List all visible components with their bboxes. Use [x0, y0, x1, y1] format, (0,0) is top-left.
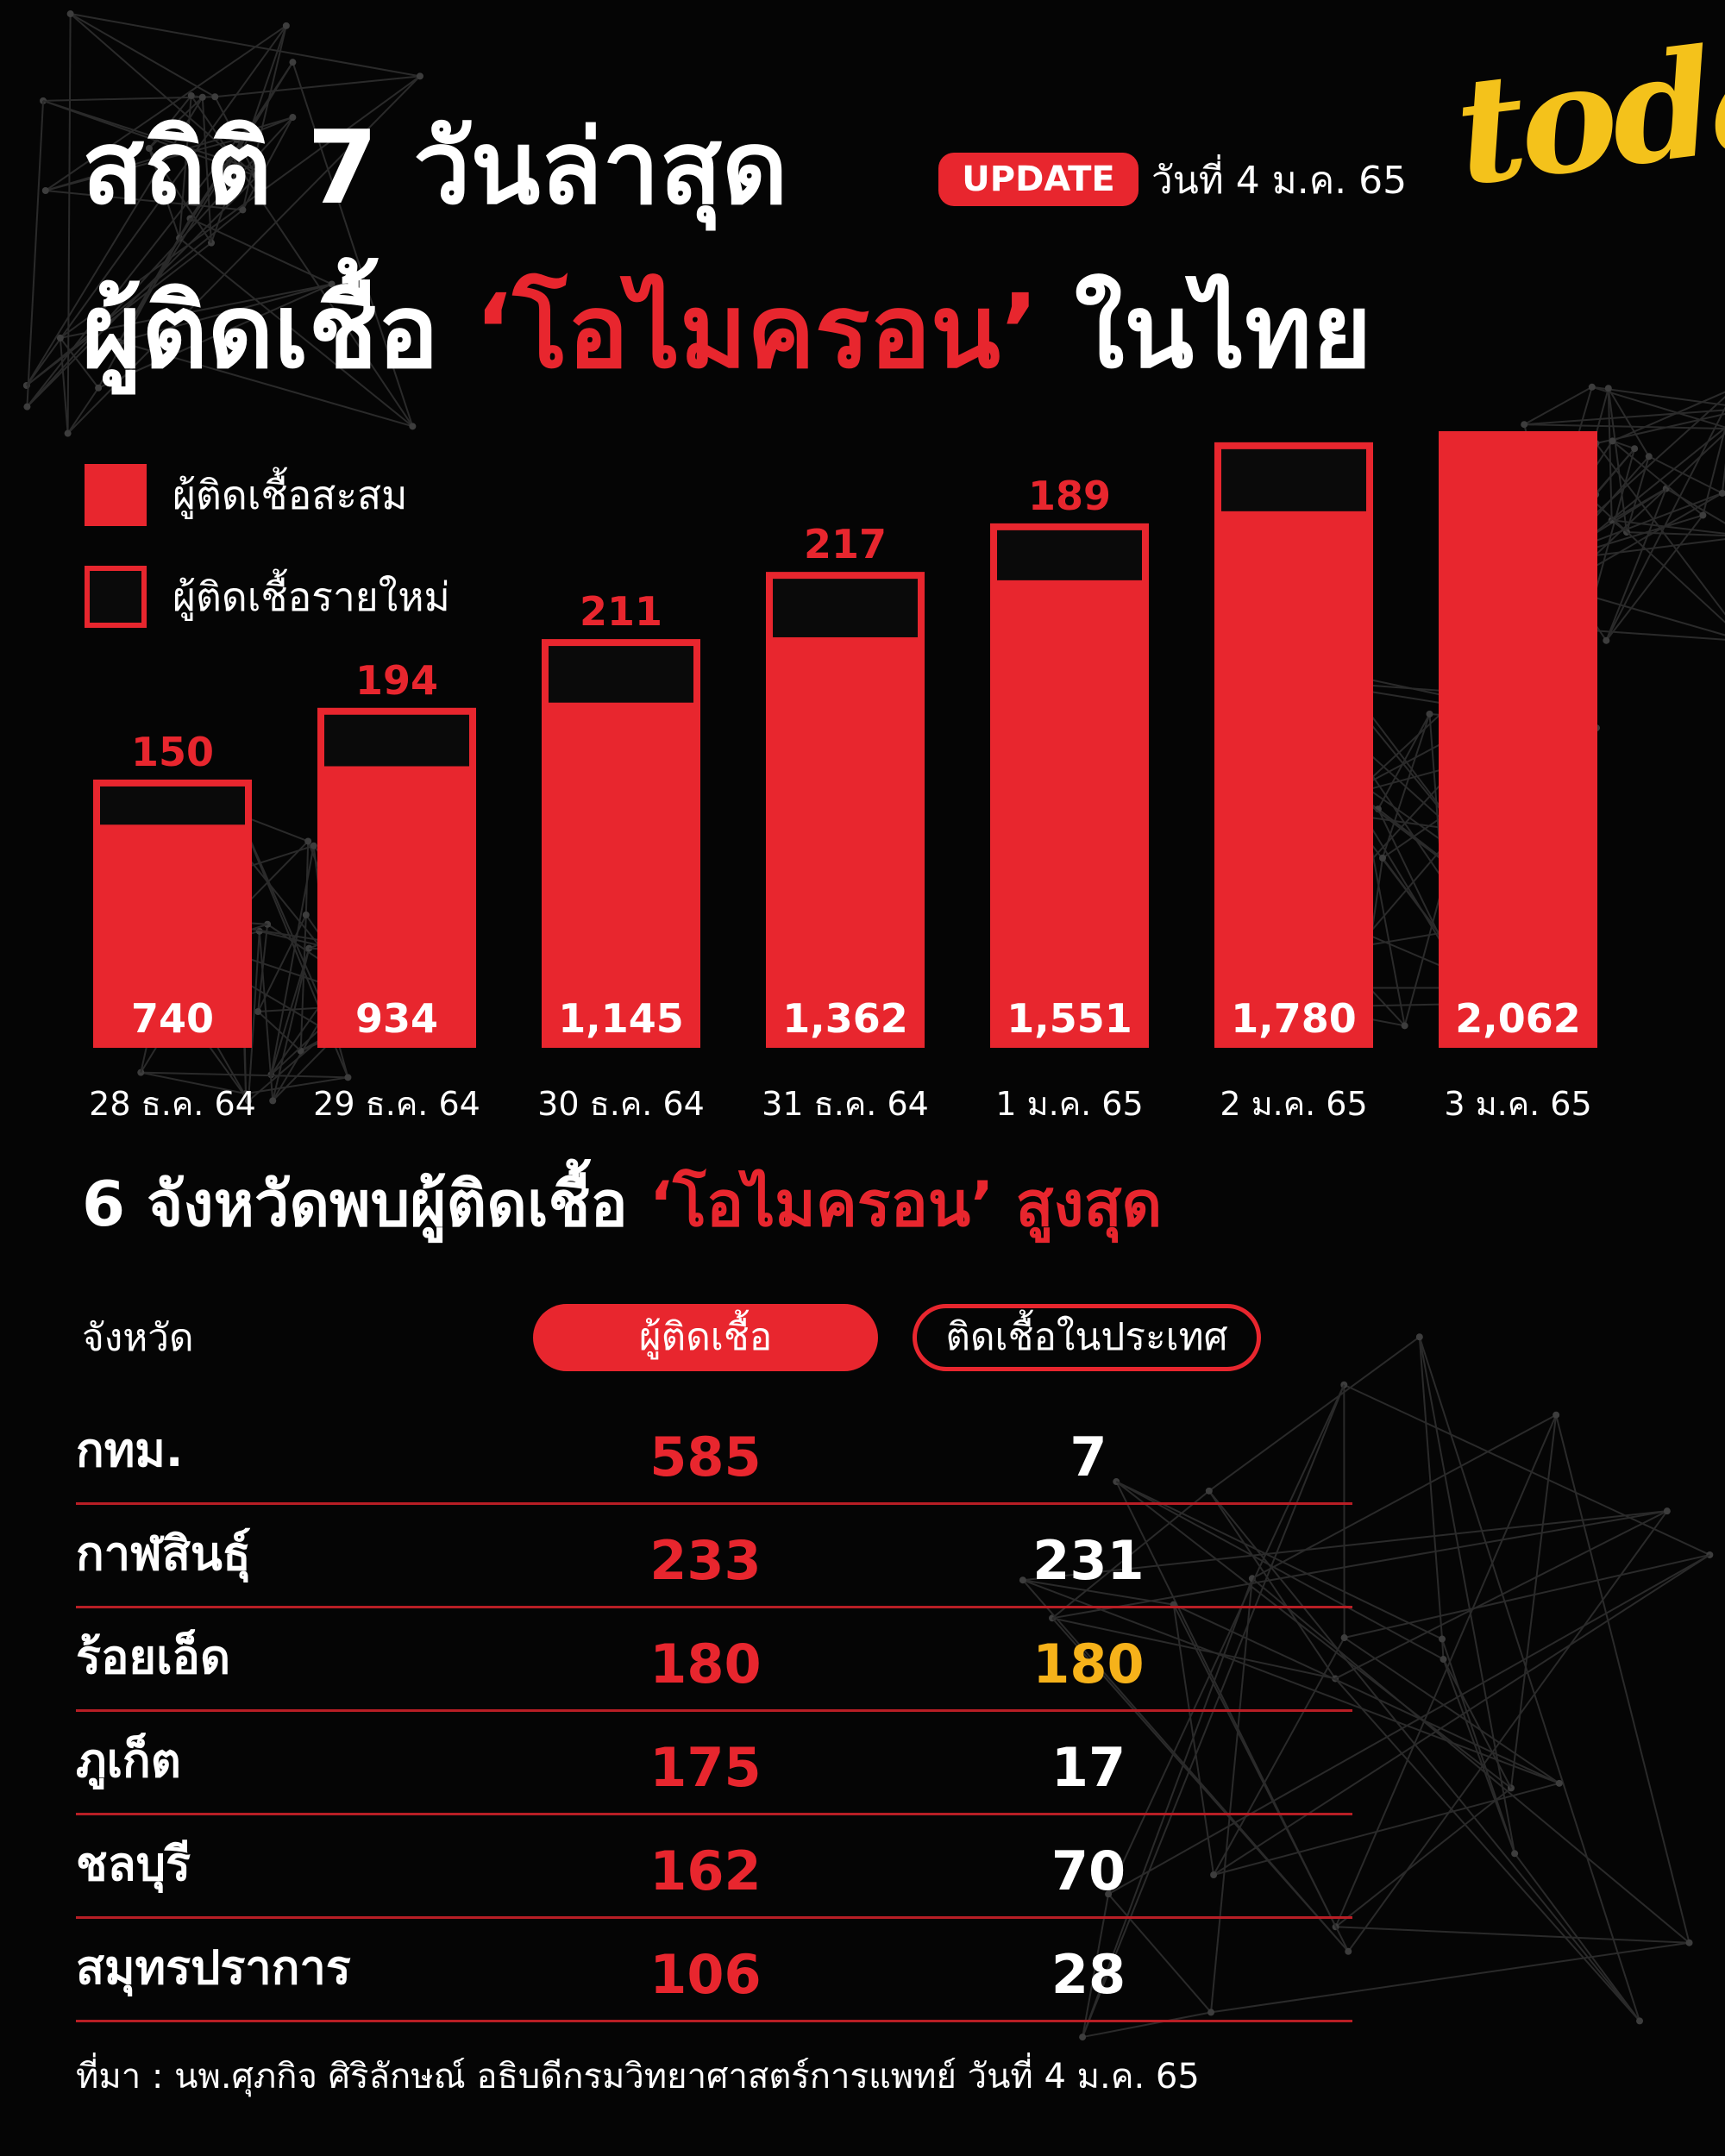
domestic-count: 28	[1051, 1943, 1126, 2006]
row-divider	[76, 1709, 1352, 1712]
province-name: กาฬสินธุ์	[76, 1526, 251, 1581]
x-tick-label: 28 ธ.ค. 64	[89, 1085, 256, 1123]
data-label-cumulative: 1,145	[558, 995, 684, 1042]
table-row: กาฬสินธุ์ 233 231	[76, 1505, 1352, 1608]
table-row: ชลบุรี 162 70	[76, 1815, 1352, 1919]
data-label-cumulative: 1,551	[1007, 995, 1132, 1042]
bar-cumulative	[317, 766, 476, 1048]
infected-count: 180	[649, 1633, 762, 1695]
x-tick-label: 31 ธ.ค. 64	[762, 1085, 929, 1123]
bar-cumulative	[766, 636, 925, 1048]
domestic-count: 7	[1070, 1426, 1107, 1489]
x-tick-label: 3 ม.ค. 65	[1444, 1085, 1591, 1123]
column-header-province: จังหวัด	[82, 1316, 194, 1360]
row-divider	[76, 2020, 1352, 2022]
province-name: สมุทรปราการ	[76, 1940, 351, 1995]
bar-cumulative	[990, 580, 1149, 1048]
title-prefix: ผู้ติดเชื้อ	[82, 272, 439, 391]
section-title-provinces: 6 จังหวัดพบผู้ติดเชื้อ ‘โอไมครอน’ สูงสุด	[82, 1173, 1162, 1235]
data-label-new: 189	[1028, 473, 1111, 519]
legend-swatch-cumulative	[85, 464, 147, 526]
section-title-prefix: 6 จังหวัดพบผู้ติดเชื้อ	[82, 1168, 628, 1240]
table-row: กทม. 585 7	[76, 1401, 1352, 1505]
row-divider	[76, 1606, 1352, 1608]
province-name: ภูเก็ต	[76, 1733, 181, 1788]
bar-new-cases	[997, 530, 1142, 580]
bar-new-cases	[324, 714, 469, 767]
update-date: วันที่ 4 ม.ค. 65	[1151, 159, 1408, 203]
province-name: กทม.	[76, 1423, 184, 1477]
data-label-cumulative: 2,062	[1455, 995, 1581, 1042]
title-highlight: ‘โอไมครอน’	[474, 272, 1039, 391]
bar-new-cases	[100, 786, 245, 825]
legend-label-new: ผู้ติดเชื้อรายใหม่	[172, 573, 450, 620]
legend-swatch-new	[85, 566, 147, 628]
title-suffix: ในไทย	[1074, 272, 1372, 391]
data-label-new: 229	[1252, 431, 1335, 438]
bar-cumulative	[1439, 431, 1597, 1048]
data-label-cumulative: 934	[355, 995, 438, 1042]
bar-new-cases	[1221, 448, 1366, 511]
update-badge: UPDATE	[938, 153, 1138, 206]
row-divider	[76, 1813, 1352, 1815]
source-note: ที่มา : นพ.ศุภกิจ ศิริลักษณ์ อธิบดีกรมวิ…	[76, 2057, 1200, 2096]
data-label-cumulative: 1,362	[782, 995, 908, 1042]
table-row: ร้อยเอ็ด 180 180	[76, 1608, 1352, 1712]
row-divider	[76, 1916, 1352, 1919]
legend-label-cumulative: ผู้ติดเชื้อสะสม	[172, 472, 408, 518]
domestic-count: 17	[1051, 1736, 1126, 1799]
data-label-new: 217	[804, 521, 887, 567]
page-title-line1: สถิติ 7 วันล่าสุด	[82, 108, 788, 227]
data-label-new: 211	[580, 588, 662, 635]
infected-count: 175	[649, 1736, 762, 1799]
section-title-highlight: ‘โอไมครอน’ สูงสุด	[649, 1168, 1163, 1240]
x-tick-label: 1 ม.ค. 65	[995, 1085, 1143, 1123]
domestic-count: 70	[1051, 1839, 1126, 1902]
infected-count: 585	[649, 1426, 762, 1489]
province-name: ร้อยเอ็ด	[76, 1630, 231, 1684]
bar-new-cases	[773, 579, 918, 637]
x-tick-label: 2 ม.ค. 65	[1220, 1085, 1367, 1123]
table-row: ภูเก็ต 175 17	[76, 1712, 1352, 1815]
row-divider	[76, 1502, 1352, 1505]
province-name: ชลบุรี	[76, 1837, 191, 1891]
x-tick-label: 29 ธ.ค. 64	[313, 1085, 480, 1123]
infected-count: 233	[649, 1529, 762, 1592]
bar-chart: 150 740 28 ธ.ค. 64 194 934 29 ธ.ค. 64 211 1,145…	[89, 431, 1597, 1123]
table-row: สมุทรปราการ 106 28	[76, 1919, 1352, 2022]
bar-cumulative	[93, 824, 252, 1048]
column-header-domestic: ติดเชื้อในประเทศ	[913, 1304, 1261, 1371]
page-title-line2: ผู้ติดเชื้อ ‘โอไมครอน’ ในไทย	[82, 280, 1371, 382]
column-header-infected: ผู้ติดเชื้อ	[533, 1304, 878, 1371]
domestic-count: 180	[1032, 1633, 1145, 1695]
bar-cumulative	[1214, 511, 1373, 1048]
data-label-new: 150	[131, 729, 214, 775]
data-label-cumulative: 1,780	[1231, 995, 1357, 1042]
bar-new-cases	[549, 646, 693, 703]
data-label-cumulative: 740	[131, 995, 214, 1042]
infected-count: 162	[649, 1839, 762, 1902]
data-label-new: 194	[355, 657, 438, 704]
infected-count: 106	[649, 1943, 762, 2006]
domestic-count: 231	[1032, 1529, 1145, 1592]
x-tick-label: 30 ธ.ค. 64	[537, 1085, 705, 1123]
bar-cumulative	[542, 702, 700, 1048]
